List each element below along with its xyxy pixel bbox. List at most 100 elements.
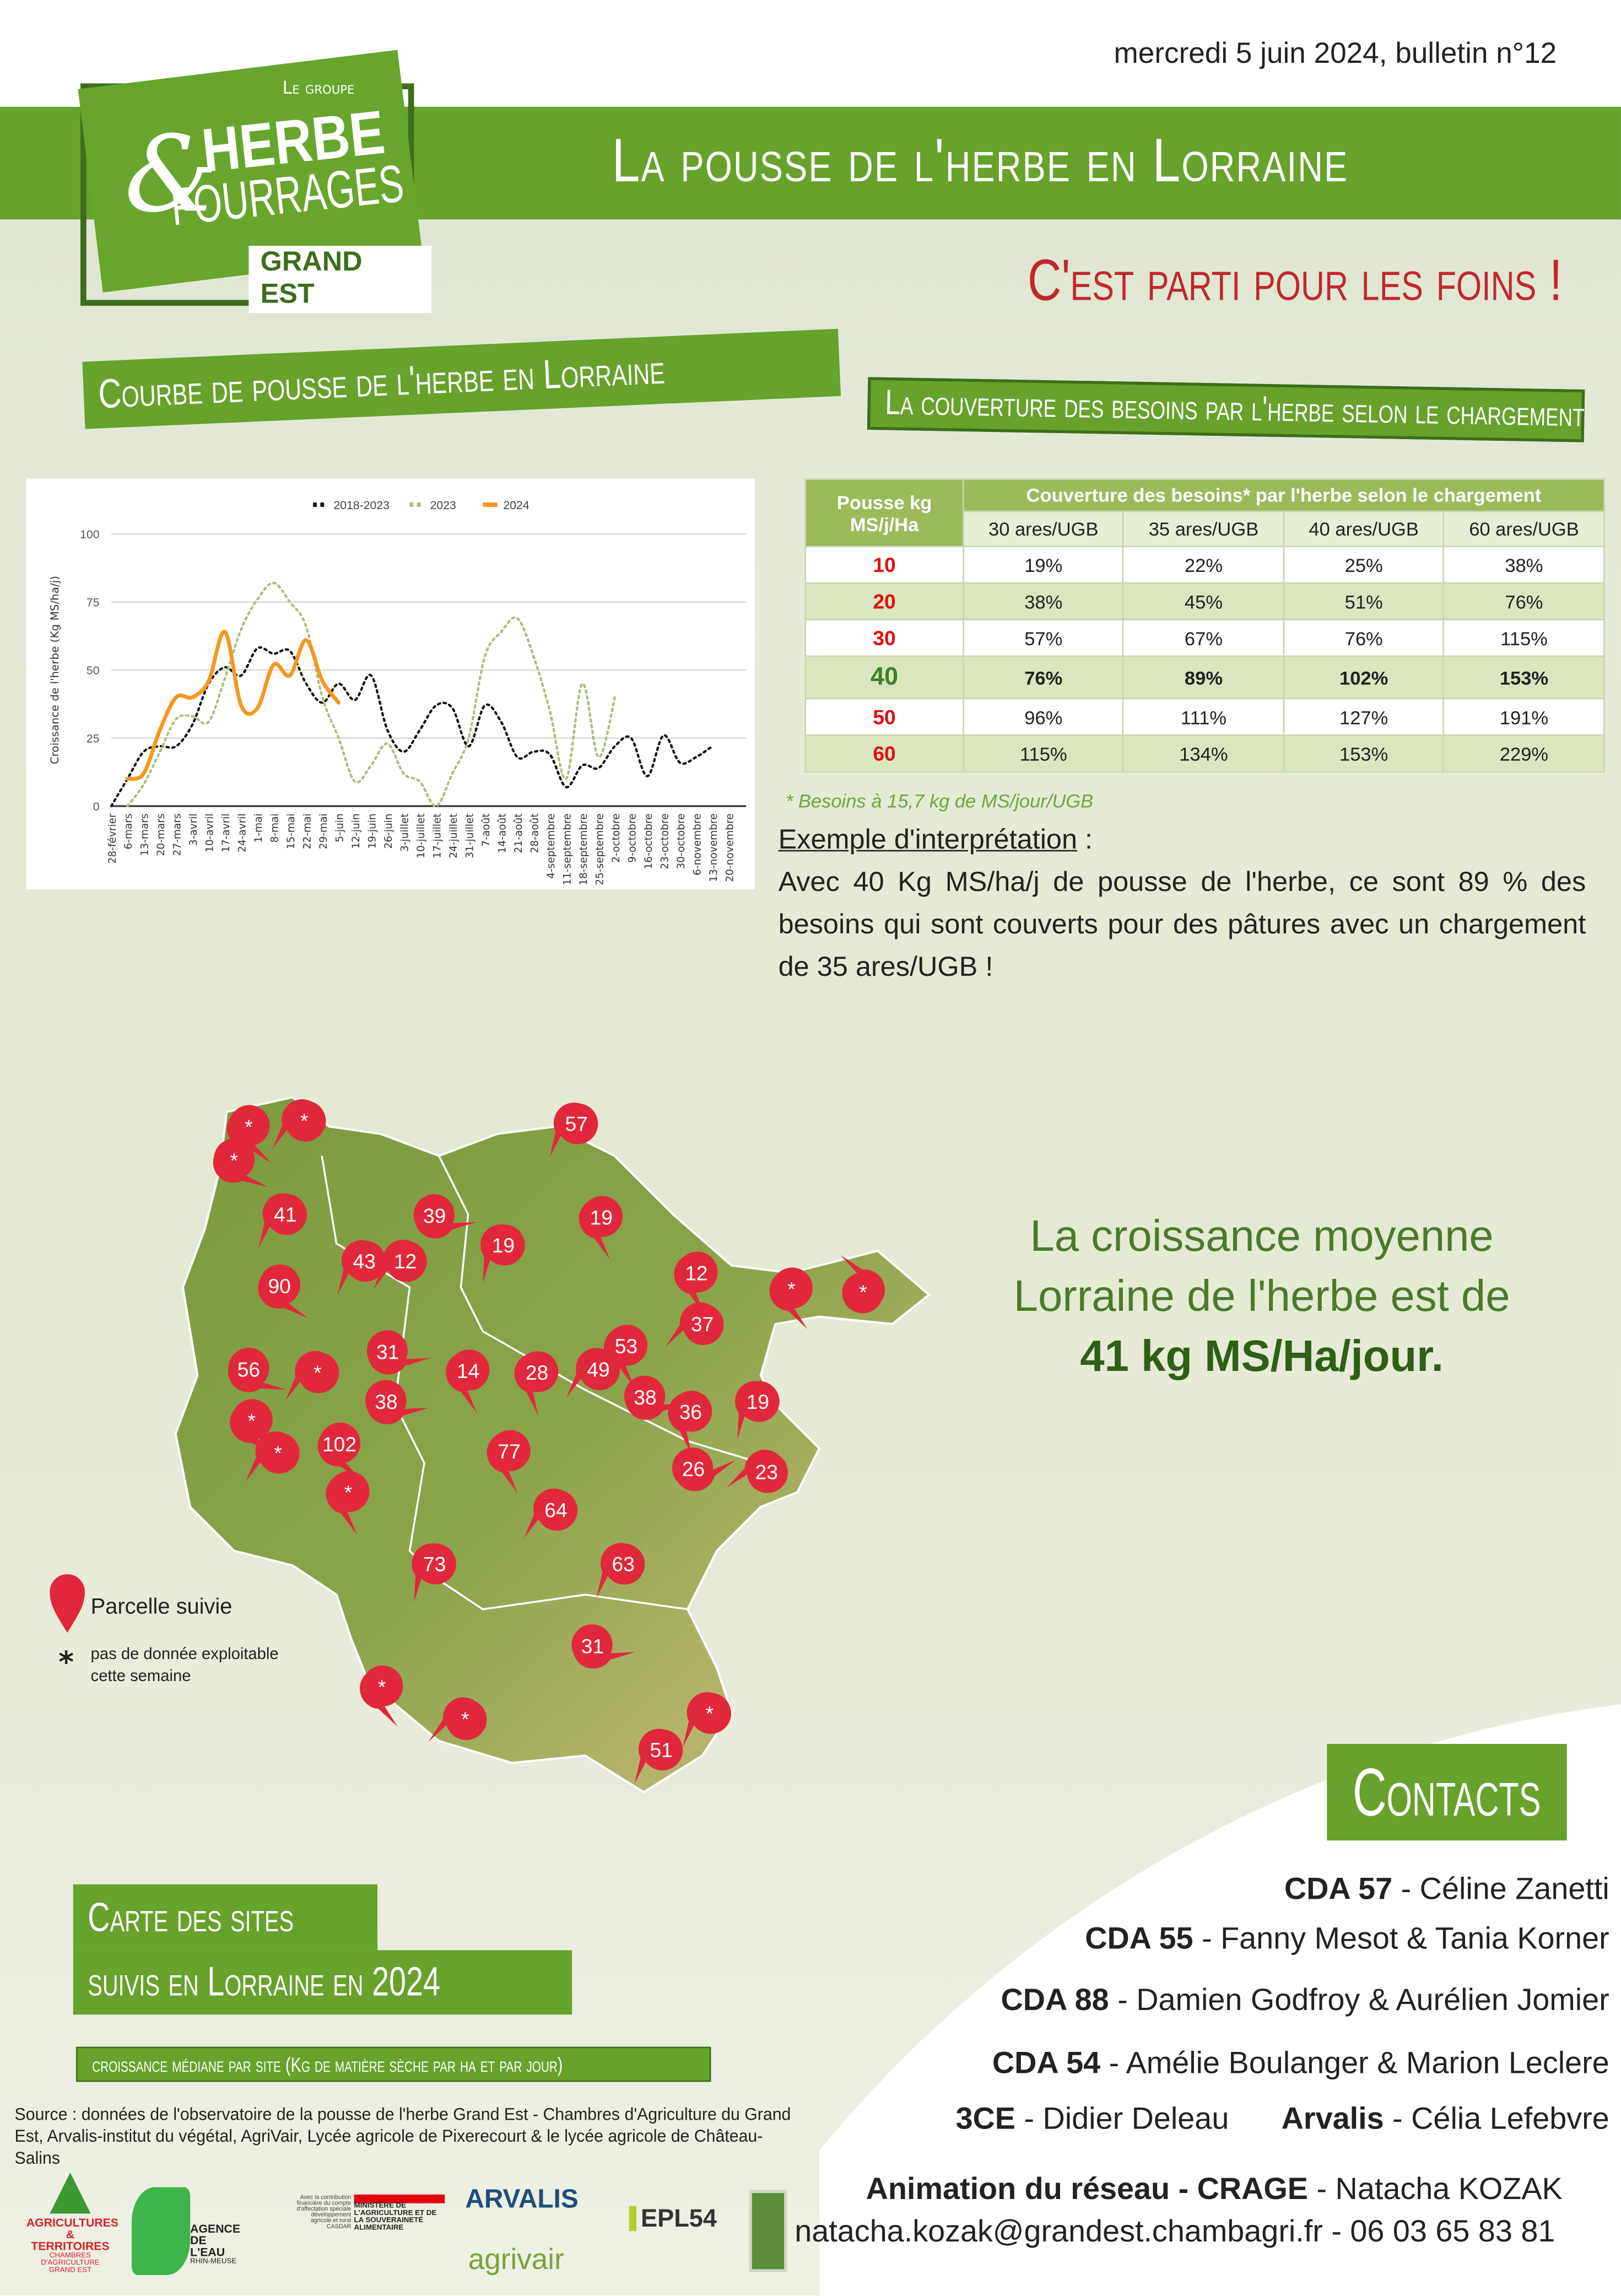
x-tick-label: 20-mars	[155, 813, 167, 856]
site-marker: 51	[634, 1728, 683, 1784]
coverage-cell: 153%	[1283, 734, 1445, 772]
x-tick-label: 2-octobre	[610, 813, 622, 863]
header-couverture: Couverture des besoins* par l'herbe selo…	[963, 478, 1605, 512]
lycee-chateau-salins-logo	[749, 2190, 787, 2272]
map-pin-icon	[413, 1194, 478, 1239]
x-tick-label: 17-juillet	[431, 813, 443, 858]
site-marker: *	[245, 1431, 300, 1482]
pousse-cell: 60	[804, 734, 964, 772]
legend-star-symbol: *	[58, 1644, 74, 1680]
x-tick-label: 8-mai	[269, 813, 281, 842]
contact-email-phone[interactable]: natacha.kozak@grandest.chambagri.fr - 06…	[795, 2214, 1555, 2249]
page-title: La pousse de l'herbe en Lorraine	[612, 126, 1349, 195]
map-pin-icon	[672, 1447, 736, 1492]
site-marker: 37	[665, 1302, 724, 1347]
x-tick-label: 11-septembre	[561, 813, 573, 885]
map-pin-icon	[412, 1543, 456, 1602]
herbe-fourrages-logo: Le groupe HERBE & FOURRAGES GRAND EST	[78, 50, 432, 314]
coverage-cell: 25%	[1283, 545, 1445, 584]
map-pin-icon	[213, 1138, 268, 1187]
map-pin-icon	[674, 1251, 718, 1315]
epl54-logo: EPL54	[629, 2206, 717, 2231]
x-tick-label: 6-novembre	[691, 813, 703, 876]
marker-value: *	[247, 1409, 255, 1432]
coverage-cell: 96%	[963, 698, 1125, 736]
y-tick-label: 75	[87, 596, 100, 609]
map-title-line2: suivis en Lorraine en 2024	[73, 1950, 572, 2015]
x-tick-label: 18-septembre	[578, 813, 590, 885]
series-line-2018-2023	[110, 646, 714, 808]
map-pin-icon	[258, 1193, 307, 1249]
example-title: Exemple d'interprétation	[778, 825, 1078, 856]
coverage-cell: 111%	[1122, 698, 1285, 736]
x-tick-label: 28-août	[529, 813, 541, 853]
marker-value: 38	[634, 1386, 656, 1409]
marker-value: 41	[274, 1203, 296, 1226]
table-row: 60 115% 134% 153% 229%	[804, 734, 1605, 772]
map-pin-icon	[285, 1350, 339, 1401]
series-line-2023	[126, 581, 617, 808]
coverage-cell: 76%	[1443, 582, 1605, 620]
map-pin-icon	[245, 1431, 300, 1482]
logo-le-groupe: Le groupe	[282, 77, 355, 98]
x-tick-label: 21-août	[513, 813, 525, 853]
y-tick-label: 100	[80, 528, 99, 541]
map-pin-icon	[840, 1255, 885, 1314]
map-pin-icon	[487, 1430, 531, 1494]
map-pin-icon	[337, 1240, 386, 1295]
coverage-cell: 134%	[1122, 734, 1285, 772]
marker-value: 102	[322, 1433, 356, 1456]
x-tick-label: 7-août	[480, 813, 492, 846]
coverage-cell: 76%	[963, 655, 1125, 700]
coverage-cell: 115%	[1443, 619, 1605, 657]
marker-value: *	[300, 1109, 308, 1132]
marker-value: 56	[237, 1358, 260, 1381]
site-marker: *	[840, 1255, 885, 1314]
site-marker: 38	[624, 1375, 688, 1420]
site-marker: 19	[735, 1381, 780, 1440]
marker-value: 51	[650, 1738, 672, 1762]
marker-value: 64	[544, 1498, 567, 1521]
marker-value: *	[314, 1361, 321, 1384]
map-pin-icon	[230, 1399, 274, 1457]
table-row: 40 76% 89% 102% 153%	[804, 655, 1605, 700]
marker-value: 12	[394, 1250, 417, 1273]
map-pin-icon	[665, 1302, 724, 1347]
average-text: La croissance moyenne Lorraine de l'herb…	[1013, 1213, 1510, 1321]
pousse-cell: 20	[804, 582, 964, 620]
table-row: 30 57% 67% 76% 115%	[804, 619, 1605, 657]
marker-value: *	[230, 1149, 238, 1172]
marker-value: *	[245, 1115, 252, 1138]
header-pousse: Pousse kg MS/j/Ha	[804, 478, 964, 548]
marker-value: 19	[747, 1390, 769, 1413]
marker-value: 12	[685, 1261, 707, 1284]
map-pin-icon	[769, 1267, 813, 1330]
x-tick-label: 23-octobre	[659, 813, 671, 869]
coverage-cell: 229%	[1443, 734, 1605, 772]
logo-grand-est: GRAND EST	[248, 246, 432, 314]
x-tick-label: 20-novembre	[724, 813, 736, 882]
marker-value: 77	[498, 1440, 520, 1463]
x-tick-label: 25-septembre	[594, 813, 606, 885]
x-tick-label: 14-août	[496, 813, 508, 853]
map-pin-icon	[549, 1103, 598, 1158]
site-marker: 26	[672, 1447, 736, 1492]
example-text: Avec 40 Kg MS/ha/j de pousse de l'herbe,…	[778, 867, 1586, 984]
x-tick-label: 22-mai	[302, 813, 314, 849]
col-header: 40 ares/UGB	[1283, 510, 1445, 548]
ministere-logo: Avec la contribution financière du compt…	[293, 2194, 453, 2233]
marker-value: 53	[615, 1335, 637, 1358]
site-marker: *	[285, 1350, 339, 1401]
site-marker: *	[272, 1099, 326, 1150]
contact-cda88: CDA 88 - Damien Godfroy & Aurélien Jomie…	[1001, 1984, 1609, 2018]
arvalis-logo: ARVALIS	[465, 2184, 579, 2214]
map-pin-icon	[624, 1375, 688, 1420]
site-marker: 56	[228, 1348, 287, 1392]
contact-cda57: CDA 57 - Céline Zanetti	[1284, 1872, 1609, 1906]
marker-value: *	[461, 1708, 469, 1731]
coverage-cell: 67%	[1122, 619, 1285, 657]
legend-pin-label: Parcelle suivie	[90, 1595, 233, 1620]
x-tick-label: 16-octobre	[643, 813, 655, 869]
marker-value: 19	[590, 1206, 613, 1229]
marker-value: 63	[612, 1553, 634, 1576]
